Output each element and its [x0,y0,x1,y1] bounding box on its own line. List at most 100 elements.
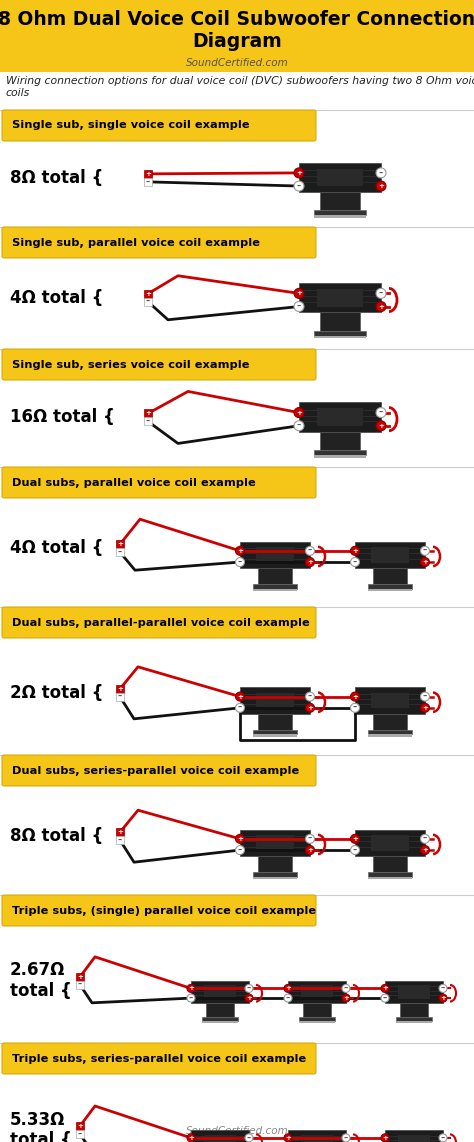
Text: –: – [247,1133,251,1142]
Circle shape [294,420,304,431]
Bar [253,588,297,592]
Bar [318,169,363,186]
Circle shape [284,984,292,992]
Text: –: – [383,994,387,1003]
Text: +: + [77,974,83,980]
Circle shape [236,703,245,713]
Circle shape [294,289,304,298]
FancyBboxPatch shape [385,1129,443,1142]
FancyBboxPatch shape [373,855,407,872]
Text: –: – [78,1129,82,1139]
FancyBboxPatch shape [2,110,316,140]
Bar [396,1018,432,1021]
Text: +: + [307,705,313,710]
Bar [398,986,430,998]
Text: –: – [118,836,122,845]
Circle shape [376,301,386,312]
Bar [368,584,412,588]
Circle shape [306,835,315,843]
Bar [76,981,84,989]
Circle shape [376,289,386,298]
Text: –: – [238,557,242,566]
Text: 16Ω total {: 16Ω total { [10,409,115,426]
Text: +: + [307,847,313,853]
Bar [314,210,365,216]
FancyBboxPatch shape [355,541,425,568]
Circle shape [381,994,389,1002]
Text: +: + [296,170,302,176]
Text: +: + [352,836,358,842]
Circle shape [245,994,253,1002]
Circle shape [236,845,245,854]
Text: –: – [344,1133,348,1142]
Text: +: + [188,1135,194,1141]
Bar [398,1134,430,1142]
FancyBboxPatch shape [355,830,425,855]
Text: Single sub, parallel voice coil example: Single sub, parallel voice coil example [12,238,260,248]
Text: –: – [353,703,357,713]
Text: –: – [353,557,357,566]
Text: Wiring connection options for dual voice coil (DVC) subwoofers having two 8 Ohm : Wiring connection options for dual voice… [6,77,474,97]
Bar [368,730,412,734]
Text: 2.67Ω
total {: 2.67Ω total { [10,962,72,1000]
Text: –: – [344,984,348,992]
FancyBboxPatch shape [240,830,310,855]
Bar [116,836,124,844]
Bar [301,1134,333,1142]
Bar [144,298,152,306]
Text: –: – [423,835,427,843]
Bar [368,877,412,879]
Bar [253,877,297,879]
Circle shape [236,546,245,555]
Text: 2Ω total {: 2Ω total { [10,684,103,702]
Bar [144,170,152,178]
Text: +: + [422,560,428,565]
Bar [202,1018,238,1021]
Bar [314,216,365,218]
FancyBboxPatch shape [2,349,316,380]
Bar [318,408,363,426]
Text: –: – [146,417,150,426]
Text: +: + [285,986,291,991]
Bar [371,693,409,708]
FancyBboxPatch shape [2,467,316,498]
Bar [368,872,412,877]
Bar [256,547,294,563]
Bar [318,289,363,306]
FancyBboxPatch shape [258,855,292,872]
Bar [253,730,297,734]
Circle shape [294,168,304,178]
FancyBboxPatch shape [320,432,360,450]
FancyBboxPatch shape [2,1043,316,1073]
Bar [76,1121,84,1129]
Text: –: – [297,301,301,311]
Text: SoundCertified.com: SoundCertified.com [186,1126,288,1136]
Text: –: – [308,546,312,555]
Text: –: – [379,289,383,298]
Circle shape [376,182,386,191]
Circle shape [420,692,429,701]
FancyBboxPatch shape [355,687,425,714]
Circle shape [284,1134,292,1142]
Bar [76,1129,84,1137]
Text: +: + [378,183,384,190]
Circle shape [294,301,304,312]
FancyBboxPatch shape [2,608,316,638]
Text: Single sub, single voice coil example: Single sub, single voice coil example [12,121,250,130]
Text: +: + [296,290,302,297]
Text: +: + [237,693,243,700]
FancyBboxPatch shape [303,1003,331,1018]
Text: –: – [423,692,427,701]
Circle shape [306,845,315,854]
Circle shape [381,984,389,992]
Bar [204,986,236,998]
Bar [116,685,124,693]
Circle shape [342,984,350,992]
Circle shape [350,546,359,555]
Circle shape [350,703,359,713]
FancyBboxPatch shape [2,227,316,258]
Text: –: – [423,546,427,555]
Text: +: + [352,548,358,554]
FancyBboxPatch shape [400,1003,428,1018]
Circle shape [306,557,315,566]
